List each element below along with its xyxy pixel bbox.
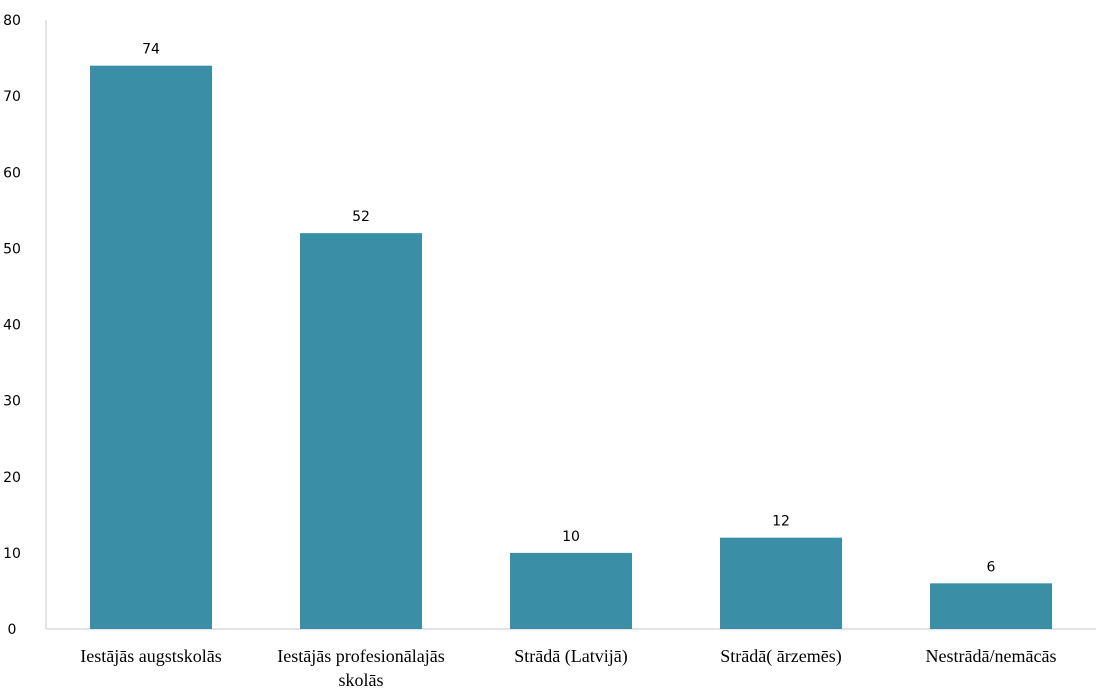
y-tick-label: 0	[8, 622, 17, 638]
y-tick-label: 30	[3, 394, 21, 410]
y-tick-label: 10	[3, 546, 21, 562]
x-axis-ticks: Iestājās augstskolās Iestājās profesionāl…	[80, 646, 1056, 690]
y-tick-label: 70	[3, 89, 21, 105]
x-tick-label: Iestājās profesionālajās	[277, 646, 444, 666]
data-label: 10	[562, 529, 580, 545]
bar	[90, 65, 212, 630]
y-axis-ticks: 0 10 20 30 40 50 60 70 80	[3, 13, 21, 638]
y-tick-label: 20	[3, 470, 21, 486]
bar	[720, 537, 842, 629]
bar	[930, 583, 1052, 629]
x-tick-label: Strādā (Latvijā)	[514, 646, 627, 667]
data-label: 12	[772, 514, 790, 530]
y-tick-label: 80	[3, 13, 21, 29]
data-label: 74	[142, 42, 160, 58]
bar	[300, 233, 422, 629]
y-tick-label: 40	[3, 318, 21, 334]
data-label: 52	[352, 209, 370, 225]
x-tick-label: skolās	[339, 670, 384, 690]
data-label: 6	[987, 559, 996, 575]
bars-group	[90, 65, 1052, 630]
x-tick-label: Strādā( ārzemēs)	[720, 646, 841, 667]
y-tick-label: 50	[3, 241, 21, 257]
y-tick-label: 60	[3, 165, 21, 181]
x-tick-label: Iestājās augstskolās	[80, 646, 221, 666]
data-labels-group: 74 52 10 12 6	[142, 42, 995, 576]
bar	[510, 552, 632, 629]
x-tick-label: Nestrādā/nemācās	[926, 646, 1057, 666]
